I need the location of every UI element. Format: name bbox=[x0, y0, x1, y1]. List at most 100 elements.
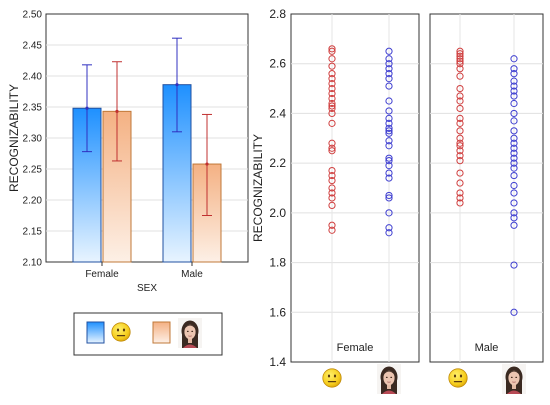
bar-y-axis-title: RECOGNIZABILITY bbox=[7, 84, 21, 192]
scatter-point bbox=[510, 99, 518, 108]
scatter-point bbox=[456, 60, 464, 68]
bar-y-tick-label: 2.20 bbox=[23, 196, 43, 207]
photo-face-icon bbox=[178, 318, 202, 348]
scatter-point bbox=[385, 169, 393, 177]
scatter-point bbox=[328, 171, 336, 180]
scatter-point bbox=[385, 209, 393, 217]
bar-y-tick-label: 2.25 bbox=[23, 165, 43, 176]
scatter-panel-female bbox=[290, 13, 420, 363]
photo-face-icon bbox=[377, 364, 401, 394]
scatter-y-tick-label: 1.4 bbox=[269, 355, 286, 369]
scatter-point bbox=[328, 102, 336, 110]
bar-y-tick-label: 2.30 bbox=[23, 134, 43, 145]
scatter-point bbox=[385, 55, 393, 63]
scatter-point bbox=[510, 109, 518, 118]
bar-x-tick-label: Female bbox=[85, 269, 119, 280]
scatter-y-tick-label: 2.2 bbox=[269, 156, 286, 170]
mean-marker bbox=[205, 162, 209, 166]
scatter-point bbox=[456, 114, 464, 123]
scatter-point bbox=[385, 97, 393, 105]
scatter-point bbox=[385, 154, 393, 162]
scatter-point bbox=[456, 127, 464, 135]
scatter-y-tick-label: 1.8 bbox=[269, 256, 286, 270]
scatter-point bbox=[385, 229, 393, 237]
legend bbox=[73, 312, 223, 356]
scatter-point bbox=[456, 152, 464, 160]
scatter-point bbox=[456, 134, 464, 142]
scatter-point bbox=[456, 169, 464, 177]
scatter-point bbox=[510, 82, 518, 90]
scatter-panel-label: Female bbox=[337, 342, 374, 354]
scatter-point bbox=[328, 201, 336, 209]
scatter-point bbox=[328, 176, 336, 185]
scatter-point bbox=[328, 139, 336, 147]
scatter-panel-male bbox=[429, 13, 544, 363]
scatter-point bbox=[328, 189, 336, 197]
scatter-point bbox=[456, 65, 464, 73]
scatter-point bbox=[328, 75, 336, 83]
bar-y-tick-label: 2.15 bbox=[23, 227, 43, 238]
scatter-point bbox=[385, 114, 393, 123]
scatter-point bbox=[456, 199, 464, 207]
emoji-face-icon bbox=[448, 368, 468, 388]
legend-swatch-emoji bbox=[86, 321, 105, 344]
bar-y-tick-label: 2.10 bbox=[23, 258, 43, 269]
scatter-point bbox=[510, 127, 518, 135]
scatter-point bbox=[456, 57, 464, 65]
scatter-point bbox=[456, 55, 464, 63]
scatter-point bbox=[328, 109, 336, 118]
bar-y-tick-label: 2.50 bbox=[23, 10, 43, 21]
scatter-point bbox=[456, 97, 464, 105]
scatter-point bbox=[328, 119, 336, 127]
scatter-point bbox=[328, 84, 336, 93]
scatter-point bbox=[385, 124, 393, 132]
emoji-face-icon bbox=[322, 368, 342, 388]
scatter-point bbox=[510, 199, 518, 207]
scatter-point bbox=[510, 214, 518, 222]
scatter-point bbox=[385, 119, 393, 127]
scatter-point bbox=[510, 261, 518, 269]
scatter-y-axis-title: RECOGNIZABILITY bbox=[251, 134, 265, 242]
scatter-point bbox=[510, 55, 518, 63]
scatter-point bbox=[456, 139, 464, 147]
scatter-point bbox=[510, 149, 518, 157]
scatter-point bbox=[385, 47, 393, 55]
scatter-point bbox=[510, 209, 518, 217]
scatter-point bbox=[328, 45, 336, 53]
scatter-point bbox=[510, 77, 518, 85]
scatter-y-tick-label: 2.0 bbox=[269, 206, 286, 220]
scatter-point bbox=[510, 181, 518, 190]
scatter-point bbox=[385, 142, 393, 150]
scatter-point bbox=[456, 179, 464, 187]
scatter-point bbox=[385, 191, 393, 200]
scatter-point bbox=[510, 70, 518, 78]
scatter-point bbox=[456, 50, 464, 58]
scatter-point bbox=[328, 104, 336, 113]
scatter-point bbox=[456, 52, 464, 60]
scatter-point bbox=[510, 92, 518, 100]
scatter-point bbox=[385, 107, 393, 115]
scatter-point bbox=[510, 87, 518, 95]
scatter-point bbox=[328, 221, 336, 229]
scatter-point bbox=[328, 89, 336, 98]
scatter-point bbox=[510, 144, 518, 152]
bar-x-tick-label: Male bbox=[181, 269, 203, 280]
scatter-point bbox=[510, 189, 518, 197]
scatter-y-tick-label: 2.4 bbox=[269, 106, 286, 120]
scatter-point bbox=[510, 139, 518, 147]
scatter-point bbox=[328, 184, 336, 192]
scatter-point bbox=[456, 119, 464, 127]
scatter-point bbox=[456, 84, 464, 93]
scatter-y-tick-label: 2.6 bbox=[269, 57, 286, 71]
scatter-point bbox=[510, 159, 518, 167]
scatter-panel-label: Male bbox=[475, 342, 499, 354]
scatter-point bbox=[510, 65, 518, 73]
scatter-point bbox=[385, 137, 393, 145]
scatter-point bbox=[510, 117, 518, 125]
scatter-point bbox=[456, 142, 464, 150]
scatter-y-tick-label: 1.6 bbox=[269, 305, 286, 319]
scatter-point bbox=[456, 72, 464, 80]
scatter-point bbox=[328, 70, 336, 78]
scatter-point bbox=[510, 221, 518, 229]
